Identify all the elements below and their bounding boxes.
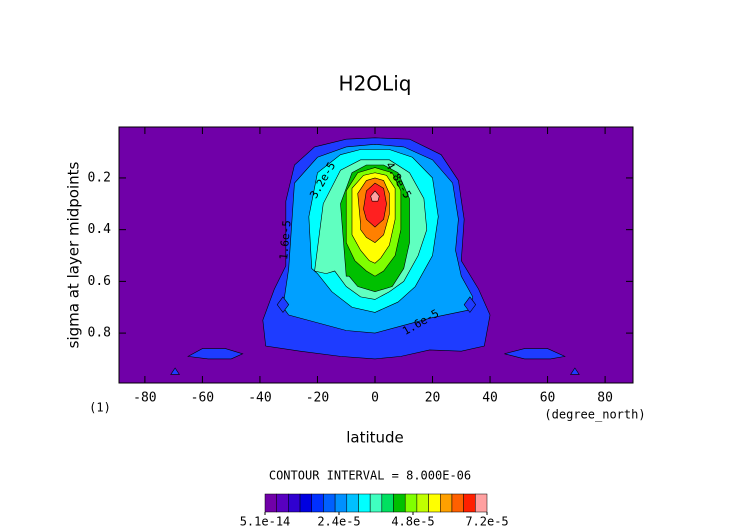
colorbar-box [288,493,301,513]
x-tick-label: 80 [597,391,613,406]
contour-region [463,296,477,313]
colorbar-box [299,493,312,513]
colorbar-box [276,493,289,513]
colorbar-box [463,493,476,513]
colorbar-box [323,493,336,513]
colorbar-label: 4.8e-5 [391,515,434,529]
y-tick-label: 0.2 [88,170,111,185]
colorbar-label: 5.1e-14 [240,515,291,529]
contour-region [504,348,566,360]
x-tick-label: -80 [133,391,156,406]
x-tick-label: 40 [482,391,498,406]
contour-region [170,367,180,375]
contour-label: 1.6e-5 [277,220,293,261]
colorbar-box [404,493,418,513]
x-tick-label: -40 [248,391,271,406]
colorbar-box [475,493,488,513]
colorbar-box [393,493,406,513]
x-tick-label: -20 [306,391,329,406]
y-units: (1) [89,401,111,415]
colorbar-box [369,493,383,513]
colorbar-box [311,493,324,513]
plot-frame [118,126,634,384]
x-tick-label: -60 [191,391,214,406]
colorbar-box [451,493,464,513]
y-axis-label: sigma at layer midpoints [65,161,83,348]
x-tick-label: 20 [425,391,441,406]
contour-region [187,348,244,360]
colorbar-label: 7.2e-5 [465,515,508,529]
contour-region [370,190,380,202]
colorbar-box [428,493,441,513]
colorbar-box [358,493,371,513]
x-axis-label: latitude [346,429,404,447]
y-tick-label: 0.8 [88,326,111,341]
contour-region [363,182,387,228]
y-tick-label: 0.6 [88,274,111,289]
x-units: (degree_north) [544,408,645,422]
colorbar-box [334,493,348,513]
x-tick-label: 0 [371,391,379,406]
colorbar-box [264,493,277,513]
chart-title: H2OLiq [339,72,412,96]
contour-region [276,296,290,313]
colorbar-box [440,493,453,513]
colorbar-box [381,493,394,513]
colorbar-box [416,493,429,513]
contour-region [570,367,580,375]
colorbar-label: 2.4e-5 [317,515,360,529]
contour-interval: CONTOUR INTERVAL = 8.000E-06 [269,469,471,483]
x-tick-label: 60 [540,391,556,406]
y-tick-label: 0.4 [88,222,112,237]
colorbar-box [346,493,359,513]
